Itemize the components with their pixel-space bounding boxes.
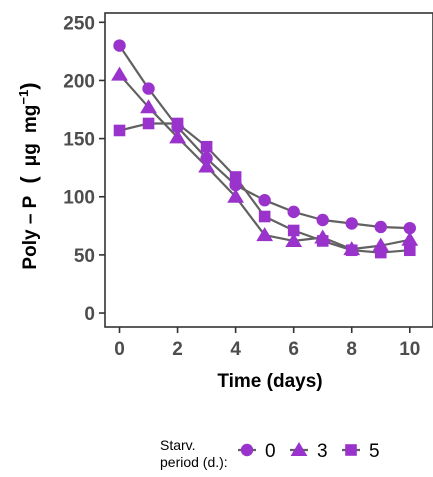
y-axis-label-main: Poly – P xyxy=(20,195,41,269)
x-tick-label: 2 xyxy=(172,339,183,360)
data-point-5-square xyxy=(403,244,416,257)
data-point-0-circle xyxy=(113,39,126,52)
data-point-0-circle xyxy=(403,221,416,235)
data-point-0-circle xyxy=(374,220,387,234)
x-tick-label: 0 xyxy=(114,339,125,360)
data-point-5-square xyxy=(287,224,300,237)
x-tick-label: 10 xyxy=(399,339,420,360)
y-tick-label: 150 xyxy=(63,130,95,151)
data-point-0-circle xyxy=(258,194,271,207)
data-point-5-square xyxy=(345,244,358,257)
data-point-5-square xyxy=(113,124,126,137)
x-tick-label: 6 xyxy=(288,339,299,360)
y-axis-label-paren-open: ( xyxy=(16,176,41,184)
plot-area xyxy=(111,39,419,259)
data-point-0-circle xyxy=(287,205,300,219)
y-axis-label-paren-close: ) xyxy=(16,82,41,89)
y-tick-label: 200 xyxy=(63,71,95,92)
legend-key-square-icon xyxy=(345,444,357,456)
data-point-5-square xyxy=(229,171,242,183)
legend-key-circle-icon xyxy=(240,443,254,457)
legend-title-line-1: Starv. xyxy=(160,437,196,453)
y-axis-label-exponent: −1 xyxy=(16,90,31,105)
y-axis-label-unit-b: mg xyxy=(20,105,41,134)
legend-title-line-2: period (d.): xyxy=(160,454,228,470)
legend: Starv. period (d.): 0 3 5 xyxy=(160,437,380,470)
data-point-5-square xyxy=(200,140,213,153)
data-point-3-triangle xyxy=(227,188,245,203)
data-point-5-square xyxy=(374,246,387,259)
data-point-3-triangle xyxy=(256,227,274,242)
data-point-3-triangle xyxy=(140,99,157,114)
data-point-5-square xyxy=(258,210,271,223)
data-point-0-circle xyxy=(142,82,155,95)
axes: 0 50 100 150 200 250 0 2 4 6 8 10 xyxy=(63,12,433,360)
y-tick-label: 50 xyxy=(74,246,95,267)
svg-text:Poly – P(μgmg−1): Poly – P ( μg mg−1) xyxy=(16,82,41,269)
legend-label-5: 5 xyxy=(369,441,380,462)
data-point-5-square xyxy=(142,117,155,130)
legend-key-triangle-icon xyxy=(290,442,308,456)
data-point-0-circle xyxy=(316,213,329,227)
data-point-0-circle xyxy=(345,217,358,230)
y-tick-label: 100 xyxy=(63,188,95,209)
y-tick-label: 250 xyxy=(63,13,95,34)
y-tick-label: 0 xyxy=(84,304,95,325)
legend-title: Starv. period (d.): xyxy=(160,437,228,470)
data-point-3-triangle xyxy=(198,158,215,173)
x-axis-label: Time (days) xyxy=(217,371,322,392)
x-tick-label: 4 xyxy=(230,339,241,360)
legend-label-0: 0 xyxy=(265,441,276,462)
panel-border xyxy=(104,12,433,328)
series-line-3 xyxy=(118,73,411,251)
data-point-3-triangle xyxy=(285,232,303,247)
y-axis-label: Poly – P ( μg mg−1) xyxy=(16,82,41,269)
data-point-3-triangle xyxy=(401,231,419,246)
x-tick-label: 8 xyxy=(346,339,357,360)
data-point-0-circle xyxy=(200,152,213,165)
legend-label-3: 3 xyxy=(317,441,328,462)
y-axis-label-unit-a: μg xyxy=(20,143,41,166)
data-point-3-triangle xyxy=(111,66,128,81)
data-point-5-square xyxy=(316,235,329,247)
data-point-3-triangle xyxy=(169,129,186,144)
data-point-5-square xyxy=(171,117,184,130)
